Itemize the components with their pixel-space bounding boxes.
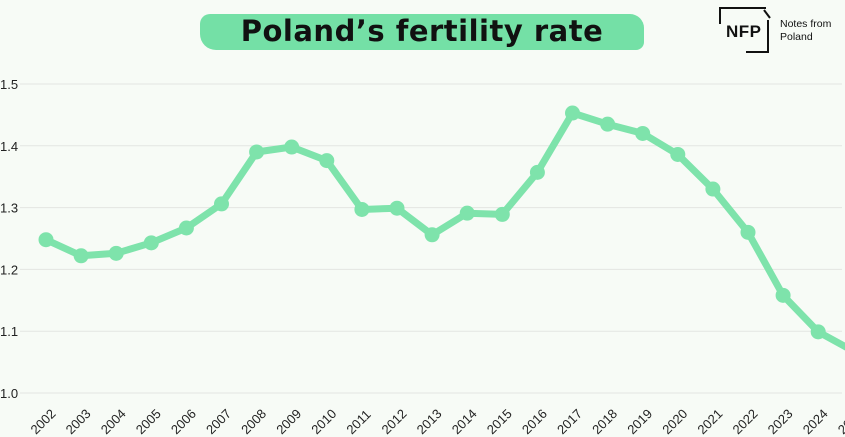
x-tick-label: 2020 bbox=[659, 406, 690, 437]
data-point bbox=[740, 224, 756, 240]
x-tick-label: 2005 bbox=[133, 406, 164, 437]
data-point bbox=[73, 248, 89, 264]
data-point bbox=[284, 139, 300, 155]
x-tick-label: 2023 bbox=[765, 406, 796, 437]
x-tick-label: 2014 bbox=[449, 406, 480, 437]
x-tick-label: 2013 bbox=[414, 406, 445, 437]
y-tick-label: 1.2 bbox=[0, 262, 18, 277]
x-tick-label: 2025 bbox=[835, 406, 845, 437]
logo-name: Notes from Poland bbox=[780, 18, 832, 43]
data-point bbox=[354, 201, 370, 217]
notes-from-poland-logo: NFP Notes from Poland bbox=[716, 6, 836, 58]
y-tick-label: 1.1 bbox=[0, 324, 18, 339]
x-tick-label: 2012 bbox=[379, 406, 410, 437]
x-tick-label: 2002 bbox=[28, 406, 59, 437]
y-tick-label: 1.3 bbox=[0, 201, 18, 216]
x-tick-label: 2018 bbox=[589, 406, 620, 437]
x-tick-label: 2009 bbox=[273, 406, 304, 437]
data-point bbox=[459, 205, 475, 221]
x-tick-label: 2006 bbox=[168, 406, 199, 437]
y-tick-label: 1.4 bbox=[0, 139, 18, 154]
x-tick-label: 2007 bbox=[203, 406, 234, 437]
data-point bbox=[108, 245, 124, 261]
x-tick-label: 2022 bbox=[730, 406, 761, 437]
x-tick-label: 2021 bbox=[694, 406, 725, 437]
series-line bbox=[42, 109, 845, 351]
logo-frame-icon bbox=[719, 7, 771, 53]
x-tick-label: 2008 bbox=[238, 406, 269, 437]
data-point bbox=[178, 220, 194, 236]
x-tick-label: 2024 bbox=[800, 406, 831, 437]
logo-letters: NFP bbox=[726, 22, 762, 41]
x-tick-label: 2004 bbox=[98, 406, 129, 437]
x-tick-label: 2015 bbox=[484, 406, 515, 437]
data-point bbox=[249, 144, 265, 160]
title-highlight bbox=[200, 14, 644, 50]
title-text: Poland’s fertility rate bbox=[240, 14, 604, 48]
x-tick-label: 2016 bbox=[519, 406, 550, 437]
data-point bbox=[494, 206, 510, 222]
data-point bbox=[635, 125, 651, 141]
data-point bbox=[389, 200, 405, 216]
data-point bbox=[143, 235, 159, 251]
data-point bbox=[810, 324, 826, 340]
y-tick-label: 1.0 bbox=[0, 386, 18, 401]
data-point bbox=[670, 146, 686, 162]
x-tick-label: 2011 bbox=[343, 407, 373, 437]
data-point bbox=[600, 116, 616, 132]
data-point bbox=[529, 164, 545, 180]
x-tick-label: 2017 bbox=[554, 406, 585, 437]
data-point bbox=[775, 287, 791, 303]
x-tick-label: 2010 bbox=[308, 406, 339, 437]
chart-title: Poland’s fertility rate bbox=[200, 10, 644, 52]
data-point bbox=[38, 232, 54, 248]
data-point bbox=[319, 153, 335, 169]
x-tick-label: 2019 bbox=[624, 406, 655, 437]
data-point bbox=[705, 181, 721, 197]
y-tick-label: 1.5 bbox=[0, 77, 18, 92]
data-point bbox=[424, 227, 440, 243]
x-tick-label: 2003 bbox=[63, 406, 94, 437]
data-point bbox=[214, 196, 229, 212]
data-point bbox=[565, 105, 580, 121]
